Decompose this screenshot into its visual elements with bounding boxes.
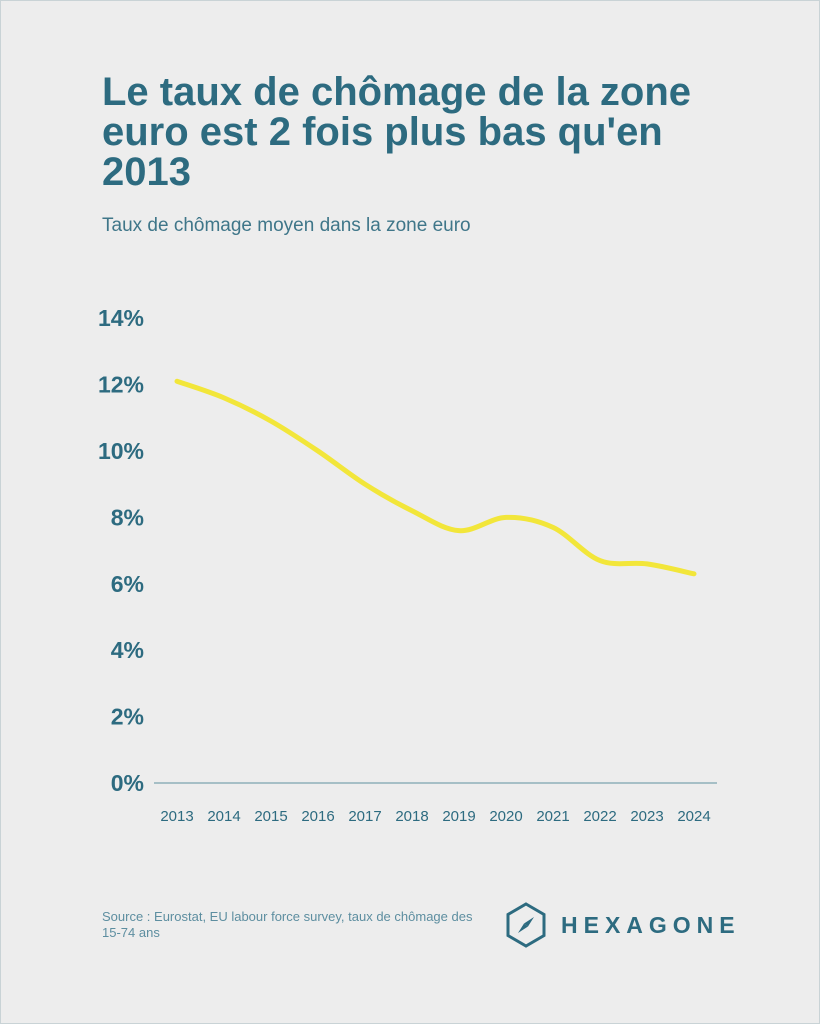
chart-title: Le taux de chômage de la zone euro est 2… [102, 70, 692, 194]
y-tick-label: 2% [111, 704, 144, 730]
x-tick-label: 2019 [442, 808, 475, 825]
x-tick-label: 2022 [583, 808, 616, 825]
y-tick-label: 14% [98, 305, 144, 331]
y-tick-label: 12% [98, 372, 144, 398]
x-tick-label: 2023 [630, 808, 663, 825]
x-tick-label: 2018 [395, 808, 428, 825]
x-tick-label: 2017 [348, 808, 381, 825]
x-tick-label: 2020 [489, 808, 522, 825]
x-tick-label: 2015 [254, 808, 287, 825]
series-line [174, 378, 697, 577]
hexagon-compass-icon [506, 902, 546, 948]
brand-name: HEXAGONE [561, 911, 741, 938]
x-tick-label: 2013 [160, 808, 193, 825]
x-tick-label: 2016 [301, 808, 334, 825]
y-tick-label: 8% [111, 504, 144, 530]
x-tick-label: 2024 [677, 808, 710, 825]
x-tick-label: 2014 [207, 808, 240, 825]
y-tick-label: 6% [111, 571, 144, 597]
x-tick-label: 2021 [536, 808, 569, 825]
y-tick-label: 0% [111, 770, 144, 796]
y-tick-label: 4% [111, 637, 144, 663]
source-note: Source : Eurostat, EU labour force surve… [102, 909, 473, 940]
y-tick-label: 10% [98, 438, 144, 464]
chart-subtitle: Taux de chômage moyen dans la zone euro [102, 215, 471, 236]
line-chart: 0% 2% 4% 6% 8% 10% 12% 14% 2013 2014 2015 2016 2017 2… [98, 305, 717, 825]
brand-logo: HEXAGONE [505, 902, 741, 948]
